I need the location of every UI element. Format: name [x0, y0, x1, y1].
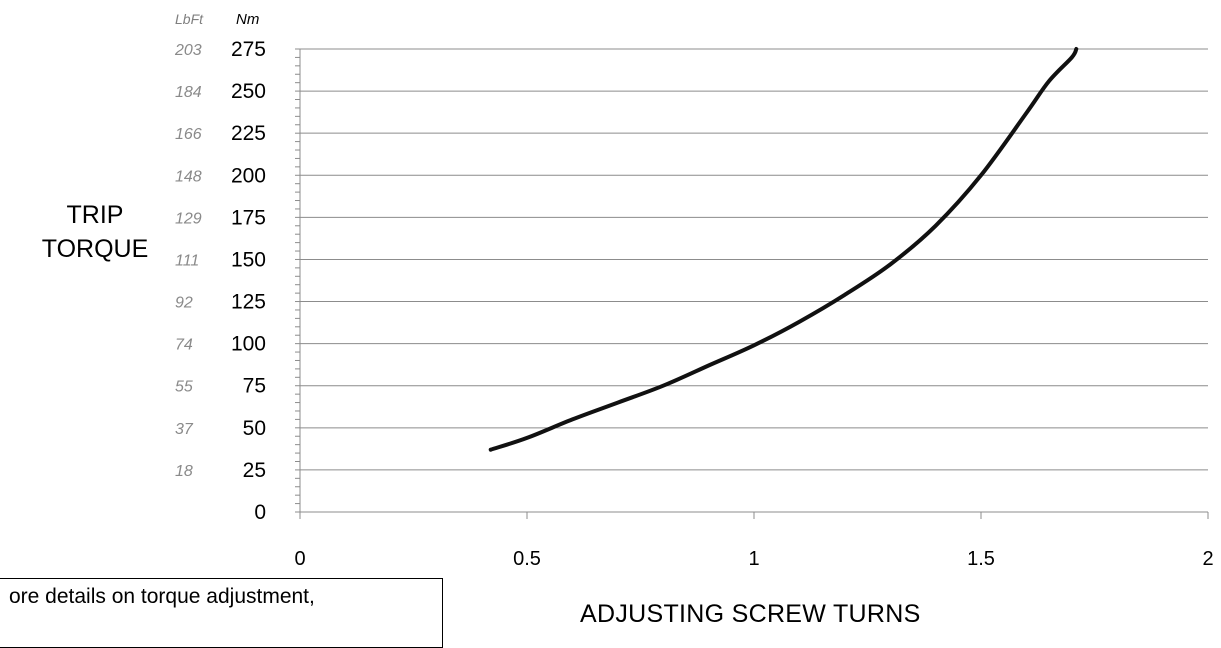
y-axis-title-line-1: TRIP: [66, 201, 124, 229]
y-tick-label-nm: 200: [231, 164, 266, 187]
y-tick-label-lbft: 148: [175, 168, 202, 185]
y-tick-label-lbft: 55: [175, 379, 193, 396]
y-tick-label-nm: 100: [231, 333, 266, 356]
y-axis-title: TRIP TORQUE: [35, 198, 155, 266]
y-unit-nm: Nm: [236, 11, 259, 28]
y-axis-title-line-2: TORQUE: [41, 235, 149, 263]
series-line: [488, 47, 1079, 452]
y-tick-label-lbft: 129: [175, 210, 202, 227]
x-tick-label: 1: [748, 548, 759, 570]
note-box: ore details on torque adjustment,: [0, 578, 443, 648]
y-tick-label-lbft: 92: [175, 295, 193, 312]
y-tick-label-nm: 50: [243, 417, 266, 440]
x-tick-label: 1.5: [967, 548, 995, 570]
axes: [295, 48, 1209, 519]
y-tick-label-lbft: 184: [175, 84, 202, 101]
y-tick-label-lbft: 74: [175, 337, 193, 354]
x-tick-label: 2: [1202, 548, 1213, 570]
chart: 0 25 18 50 37 75 55 100 74 125 92 150 111 175 129 200 14…: [174, 11, 1214, 570]
x-axis-title: ADJUSTING SCREW TURNS: [580, 600, 921, 628]
y-tick-label-nm: 150: [231, 248, 266, 271]
y-tick-label-lbft: 18: [175, 463, 193, 480]
y-tick-label-nm: 25: [243, 459, 266, 482]
x-tick-label: 0: [294, 548, 305, 570]
gridlines: [300, 48, 1208, 471]
y-tick-label-nm: 225: [231, 122, 266, 145]
y-tick-label-nm: 0: [254, 501, 266, 524]
y-tick-label-lbft: 111: [175, 252, 199, 269]
y-tick-label-nm: 125: [231, 291, 266, 314]
y-tick-label-nm: 175: [231, 206, 266, 229]
y-tick-label-nm: 275: [231, 38, 266, 61]
y-unit-lbft: LbFt: [175, 11, 204, 27]
note-text: ore details on torque adjustment,: [9, 585, 315, 608]
y-tick-label-nm: 75: [243, 375, 266, 398]
y-tick-label-lbft: 203: [174, 42, 202, 59]
x-tick-labels: 0 0.5 1 1.5 2: [294, 548, 1213, 570]
y-tick-label-lbft: 37: [175, 421, 194, 438]
y-tick-labels: 0 25 18 50 37 75 55 100 74 125 92 150 111 175 129 200 14…: [174, 38, 266, 524]
series-group: [488, 47, 1079, 452]
x-tick-label: 0.5: [513, 548, 541, 570]
y-tick-label-lbft: 166: [175, 126, 202, 143]
y-tick-label-nm: 250: [231, 80, 266, 103]
